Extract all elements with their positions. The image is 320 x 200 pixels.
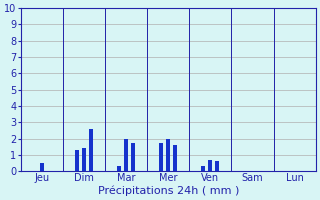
Bar: [131, 143, 135, 171]
Bar: [89, 129, 93, 171]
Bar: [40, 163, 44, 171]
Bar: [82, 148, 86, 171]
Bar: [124, 139, 128, 171]
Bar: [159, 143, 163, 171]
Bar: [75, 150, 79, 171]
X-axis label: Précipitations 24h ( mm ): Précipitations 24h ( mm ): [98, 185, 239, 196]
Bar: [208, 160, 212, 171]
Bar: [201, 166, 205, 171]
Bar: [215, 161, 219, 171]
Bar: [173, 145, 177, 171]
Bar: [117, 166, 121, 171]
Bar: [166, 139, 170, 171]
